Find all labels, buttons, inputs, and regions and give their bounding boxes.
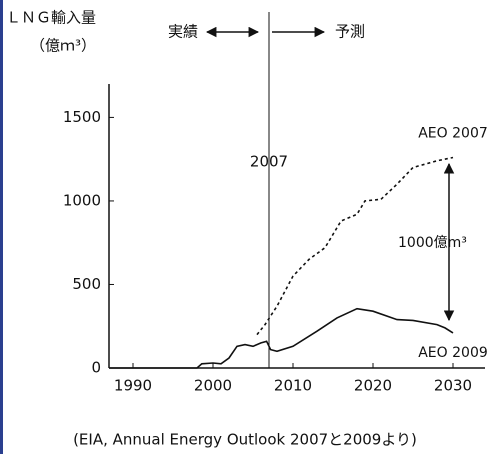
- series-label: AEO 2009: [418, 345, 488, 361]
- x-tick-label: 1990: [114, 377, 152, 395]
- source-note: (EIA, Annual Energy Outlook 2007と2009より): [73, 431, 417, 449]
- x-tick-label: 2010: [274, 377, 312, 395]
- x-tick-label: 2030: [434, 377, 472, 395]
- y-tick-label: 0: [91, 359, 101, 377]
- gap-label: 1000億m³: [398, 235, 467, 251]
- future-label: 予測: [335, 23, 365, 41]
- series-line: [109, 307, 454, 369]
- y-tick-label: 500: [72, 275, 101, 293]
- y-tick-label: 1000: [63, 191, 101, 209]
- y-tick-label: 1500: [63, 108, 101, 126]
- left-border: [0, 0, 3, 454]
- reference-label: 2007: [250, 153, 288, 171]
- x-tick-label: 2020: [354, 377, 392, 395]
- series-label: AEO 2007: [418, 126, 488, 142]
- y-axis-label: （億ｍ³）: [30, 37, 96, 55]
- x-tick-label: 2000: [194, 377, 232, 395]
- past-label: 実績: [168, 23, 198, 41]
- chart-title: ＬＮＧ輸入量: [6, 9, 96, 27]
- series-line: [256, 156, 454, 336]
